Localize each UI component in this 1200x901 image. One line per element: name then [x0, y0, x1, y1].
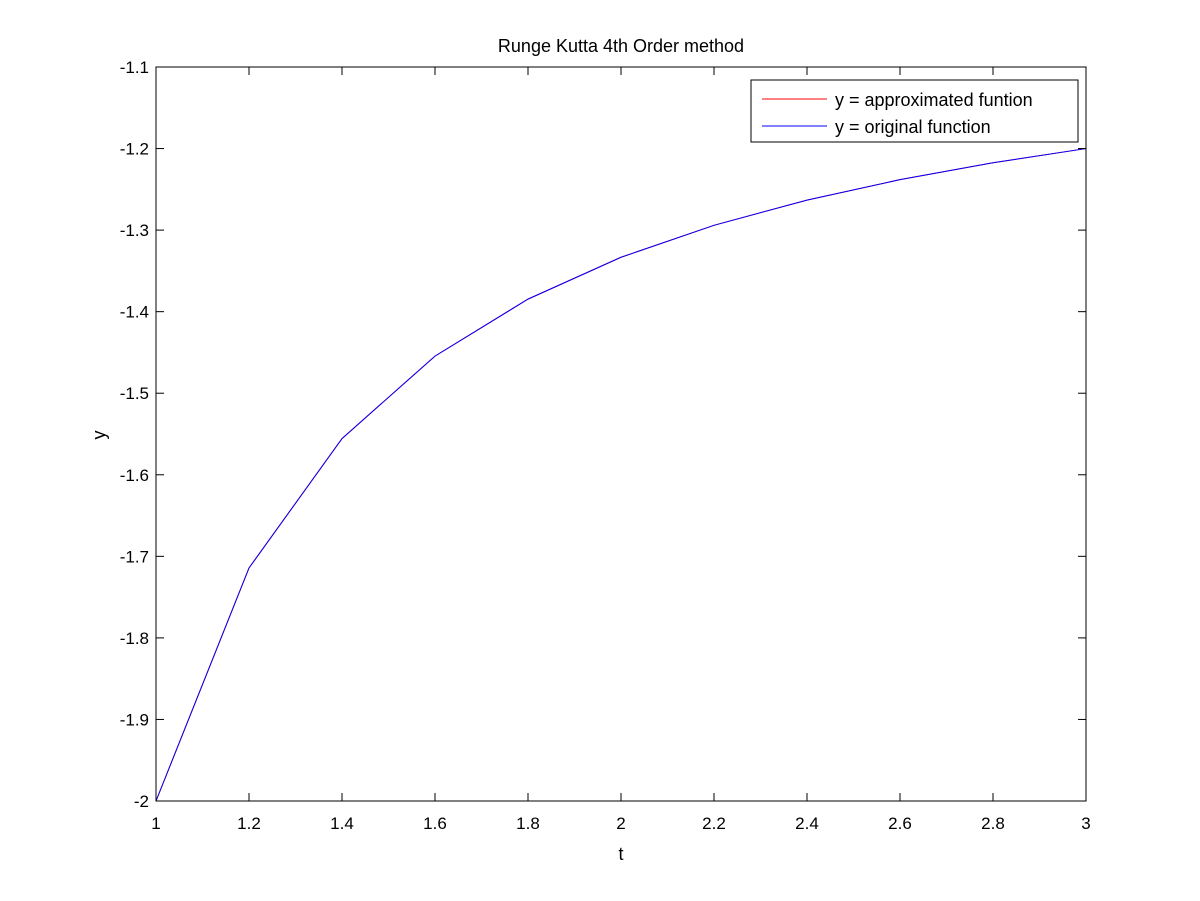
- x-tick-label-2-8: 2.8: [981, 814, 1005, 833]
- x-axis-label: t: [618, 844, 623, 864]
- y-tick-label--1-4: -1.4: [120, 303, 149, 322]
- x-tick-label-1-8: 1.8: [516, 814, 540, 833]
- tick-layer: 1 1.2 1.4 1.6 1.8 2 2.2 2.4 2.6 2.8 3 -2 -1.9 -1.8 -1.…: [120, 58, 1091, 833]
- y-tick-label--1-8: -1.8: [120, 629, 149, 648]
- y-tick-label--1-1: -1.1: [120, 58, 149, 77]
- x-tick-label-1-6: 1.6: [423, 814, 447, 833]
- legend-box: [750, 79, 1079, 143]
- x-tick-label-3: 3: [1081, 814, 1090, 833]
- x-tick-label-1: 1: [151, 814, 160, 833]
- y-axis-label: y: [89, 431, 109, 440]
- x-tick-label-2-2: 2.2: [702, 814, 726, 833]
- series-line-original: [155, 148, 1087, 802]
- legend-label-original: y = original function: [835, 117, 991, 137]
- x-tick-label-1-4: 1.4: [330, 814, 354, 833]
- y-tick-label--2: -2: [134, 792, 149, 811]
- y-tick-label--1-7: -1.7: [120, 547, 149, 566]
- y-tick-label--1-6: -1.6: [120, 466, 149, 485]
- y-tick-label--1-2: -1.2: [120, 140, 149, 159]
- x-tick-label-2: 2: [616, 814, 625, 833]
- plot-area: [156, 67, 1086, 801]
- chart-title: Runge Kutta 4th Order method: [498, 36, 744, 56]
- legend-label-approximated: y = approximated funtion: [835, 90, 1033, 110]
- legend: y = approximated funtion y = original fu…: [750, 79, 1079, 143]
- x-tick-label-1-2: 1.2: [237, 814, 261, 833]
- x-tick-label-2-6: 2.6: [888, 814, 912, 833]
- y-tick-label--1-3: -1.3: [120, 221, 149, 240]
- y-tick-label--1-5: -1.5: [120, 384, 149, 403]
- x-tick-label-2-4: 2.4: [795, 814, 819, 833]
- y-tick-label--1-9: -1.9: [120, 710, 149, 729]
- series-layer: [155, 148, 1087, 802]
